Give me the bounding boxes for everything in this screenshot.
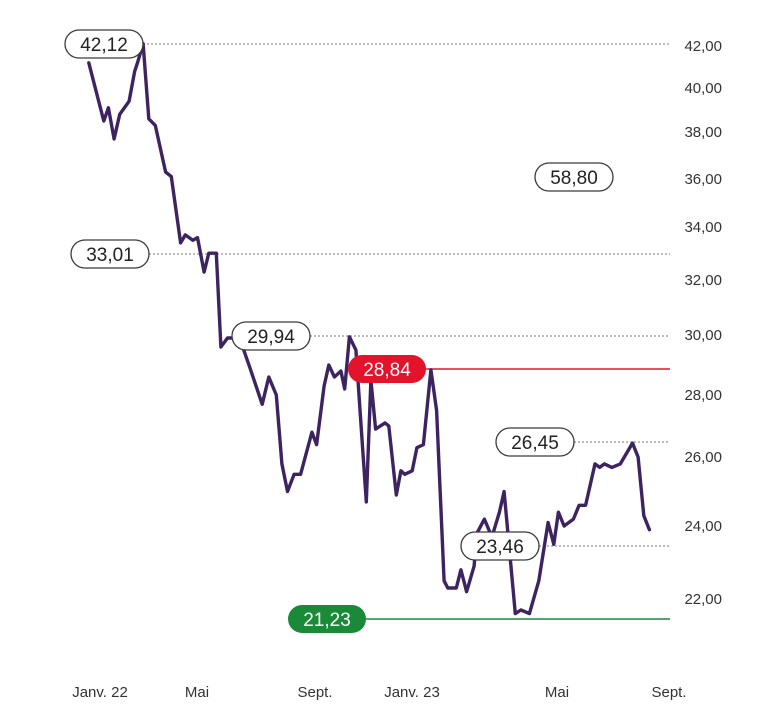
value-pill-label: 26,45 (511, 433, 559, 454)
y-tick-label: 30,00 (684, 327, 722, 344)
value-pill (64, 29, 144, 59)
value-pill (70, 239, 150, 269)
x-tick-label: Mai (545, 684, 569, 701)
x-tick-label: Janv. 22 (72, 684, 128, 701)
y-tick-label: 40,00 (684, 80, 722, 97)
x-tick-label: Sept. (297, 684, 332, 701)
value-pill-label: 42,12 (80, 35, 128, 56)
y-tick-label: 36,00 (684, 171, 722, 188)
value-pill (495, 427, 575, 457)
series-line (87, 41, 652, 616)
y-tick-label: 38,00 (684, 124, 722, 141)
y-axis-ticks: 42,00 40,00 38,00 36,00 34,00 32,00 30,00 28,00… (684, 38, 722, 608)
y-tick-label: 34,00 (684, 219, 722, 236)
y-tick-label: 28,00 (684, 387, 722, 404)
price-series (87, 41, 652, 616)
value-pill (348, 355, 426, 383)
x-axis-ticks: Janv. 22 Mai Sept. Janv. 23 Mai Sept. (72, 684, 686, 701)
y-tick-label: 22,00 (684, 591, 722, 608)
y-tick-label: 26,00 (684, 449, 722, 466)
x-tick-label: Sept. (651, 684, 686, 701)
value-pill-label: 21,23 (303, 610, 351, 631)
value-pill (288, 605, 366, 633)
value-pill-label: 23,46 (476, 537, 524, 558)
y-tick-label: 42,00 (684, 38, 722, 55)
value-pill (231, 321, 311, 351)
reference-lines (143, 43, 670, 620)
value-pill-label: 58,80 (550, 168, 598, 189)
value-pill (534, 162, 614, 192)
x-tick-label: Mai (185, 684, 209, 701)
value-pill (460, 531, 540, 561)
value-pill-label: 33,01 (86, 245, 134, 266)
value-annotations: 42,12 33,01 29,94 28,84 26,45 23,46 21,23 58,80 (64, 29, 614, 633)
y-tick-label: 24,00 (684, 518, 722, 535)
y-tick-label: 32,00 (684, 272, 722, 289)
value-pill-label: 28,84 (363, 360, 411, 381)
value-pill-label: 29,94 (247, 327, 295, 348)
x-tick-label: Janv. 23 (384, 684, 440, 701)
